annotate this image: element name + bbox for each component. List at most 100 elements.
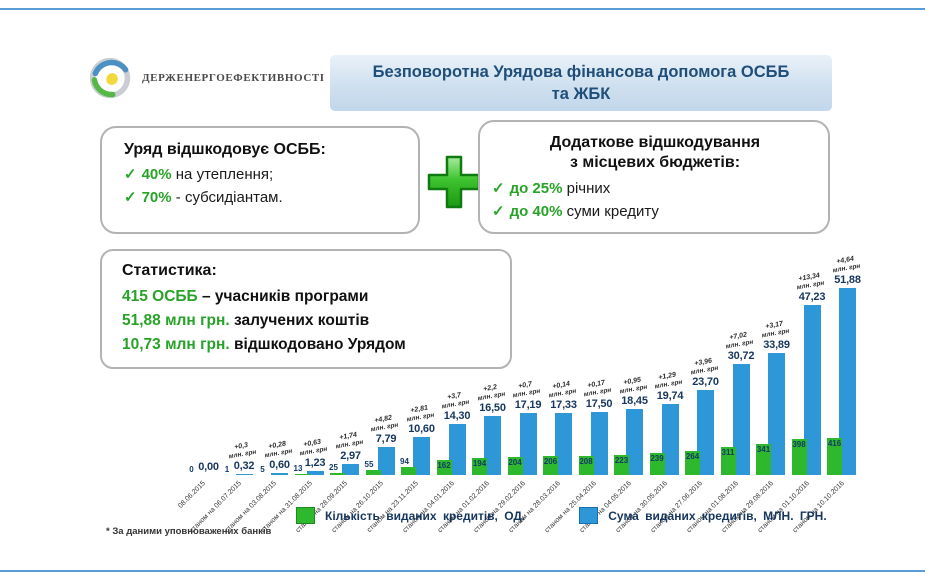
sum-value-label: 0,32	[233, 460, 255, 472]
delta-annotation: +1,74 млн. грн	[334, 431, 364, 451]
x-axis-date-label: станом на 01.10.2016	[756, 480, 811, 535]
x-axis-date-label: станом на 03.08.2015	[223, 480, 278, 535]
left-box-title: Уряд відшкодовує ОСББ:	[124, 141, 326, 158]
left-item-2-highlight: 70%	[141, 188, 172, 206]
bar-count	[578, 456, 594, 475]
x-axis-date-label: станом на 30.05.2016	[614, 480, 669, 535]
stats-3-highlight: 10,73 млн грн.	[122, 336, 230, 354]
x-axis-date-label: станом на 26.10.2015	[330, 480, 385, 535]
legend-item-count: Кількість виданих кредитів, ОД.	[296, 507, 525, 524]
right-box-item-1: ✓ до 25% річних	[492, 178, 828, 201]
delta-annotation: +2,81 млн. грн	[405, 404, 435, 424]
count-value-label: 204	[508, 458, 522, 467]
x-axis-date-label: станом на 25.04.2016	[543, 480, 598, 535]
x-axis-date-label: 08.06.2015	[177, 480, 207, 510]
bar-count	[614, 455, 629, 475]
count-value-label: 311	[721, 448, 735, 457]
bar-count	[507, 457, 523, 475]
legend-swatch-sum	[579, 507, 599, 524]
bar-count	[649, 453, 665, 475]
x-axis-date-label: станом на 01.02.2016	[436, 480, 491, 535]
bar-sum	[590, 412, 608, 475]
bar-count	[543, 456, 558, 475]
bar-count	[436, 460, 452, 475]
bar-sum	[626, 409, 643, 475]
x-axis-date-label: станом на 27.06.2016	[649, 480, 704, 535]
delta-annotation: +0,95 млн. грн	[618, 376, 648, 396]
sum-value-label: 0,00	[198, 461, 219, 473]
delta-annotation: +0,17 млн. грн	[583, 379, 612, 399]
bar-sum	[697, 390, 714, 475]
right-item-1-text: річних	[562, 180, 611, 197]
bar-count	[685, 451, 700, 475]
bar-sum	[413, 437, 430, 475]
delta-annotation: +2,2 млн. грн	[476, 383, 506, 403]
check-icon: ✓	[124, 166, 137, 183]
right-box-title-line1: Додаткове відшкодування	[549, 134, 761, 151]
bar-sum	[555, 413, 572, 475]
chart-legend: Кількість виданих кредитів, ОД. Сума вид…	[296, 507, 827, 524]
sum-value-label: 2,97	[340, 450, 361, 462]
bar-sum	[519, 413, 537, 475]
x-axis-date-label: станом на 04.05.2016	[578, 480, 633, 535]
check-icon: ✓	[492, 202, 505, 220]
count-value-label: 162	[437, 461, 451, 470]
left-box-item-1: ✓ 40% на утеплення;	[124, 164, 418, 187]
bar-sum	[271, 473, 288, 475]
bar-sum	[342, 464, 359, 475]
bar-count	[330, 473, 345, 475]
bar-count	[720, 447, 736, 475]
delta-annotation: +7,02 млн. грн	[725, 331, 754, 351]
bar-count	[827, 438, 842, 475]
count-value-label: 55	[364, 460, 374, 469]
stats-1-text: – учасників програми	[197, 288, 369, 305]
sum-value-label: 18,45	[621, 395, 648, 407]
sum-value-label: 17,33	[550, 399, 577, 411]
x-axis-date-label: станом на 31.08.2015	[259, 480, 314, 535]
plus-icon	[427, 155, 481, 209]
bar-count	[401, 467, 416, 475]
count-value-label: 94	[400, 457, 409, 466]
sum-value-label: 17,19	[514, 399, 542, 411]
delta-annotation: +0,28 млн. грн	[263, 440, 293, 460]
stats-line-3: 10,73 млн грн. відшкодовано Урядом	[122, 333, 510, 357]
bar-count	[294, 474, 310, 475]
right-box-item-2: ✓ до 40% суми кредиту	[492, 201, 828, 224]
count-value-label: 416	[827, 439, 842, 448]
right-item-1-highlight: до 25%	[509, 180, 563, 197]
x-axis-date-label: станом на 01.08.2016	[685, 480, 740, 535]
x-axis-date-label: станом на 29.02.2016	[472, 480, 527, 535]
local-budget-box: Додаткове відшкодування з місцевих бюдже…	[478, 120, 830, 234]
bar-count	[791, 439, 807, 475]
slide-title: Безповоротна Урядова фінансова допомога …	[372, 62, 790, 103]
left-item-2-text: - субсидіантам.	[171, 188, 283, 206]
count-value-label: 239	[650, 454, 664, 463]
sum-value-label: 1,23	[304, 457, 326, 469]
count-value-label: 0	[189, 465, 194, 474]
stats-3-text: відшкодовано Урядом	[229, 336, 406, 354]
sum-value-label: 19,74	[656, 390, 684, 402]
stats-title: Статистика:	[122, 262, 217, 279]
bar-sum	[803, 305, 821, 475]
sum-value-label: 30,72	[727, 350, 755, 362]
slide-title-band: Безповоротна Урядова фінансова допомога …	[330, 55, 832, 111]
statistics-box: Статистика: 415 ОСББ – учасників програм…	[100, 249, 512, 369]
stats-line-1: 415 ОСББ – учасників програми	[122, 285, 510, 309]
legend-label-count: Кількість виданих кредитів, ОД.	[325, 508, 526, 523]
count-value-label: 341	[756, 445, 771, 454]
delta-annotation: +0,63 млн. грн	[299, 438, 328, 458]
bar-sum	[377, 447, 395, 475]
bar-sum	[839, 288, 856, 475]
logo-text: ДЕРЖЕНЕРГОЕФЕКТИВНОСТІ	[142, 72, 325, 84]
delta-annotation: +3,96 млн. грн	[689, 357, 719, 377]
sum-value-label: 51,88	[834, 274, 861, 286]
sum-value-label: 14,30	[443, 410, 471, 422]
footnote: * За даними уповноважених банків	[106, 526, 272, 537]
x-axis-date-label: станом на 29.08.2016	[720, 480, 775, 535]
legend-item-sum: Сума виданих кредитів, МЛН. ГРН.	[579, 507, 827, 524]
x-axis-date-label: станом на 06.07.2015	[188, 480, 243, 535]
right-box-title: Додаткове відшкодування з місцевих бюдже…	[492, 133, 828, 173]
x-axis-date-label: станом на 28.09.2015	[294, 480, 349, 535]
legend-swatch-count	[296, 507, 315, 524]
delta-annotation: +3,7 млн. грн	[441, 391, 470, 411]
